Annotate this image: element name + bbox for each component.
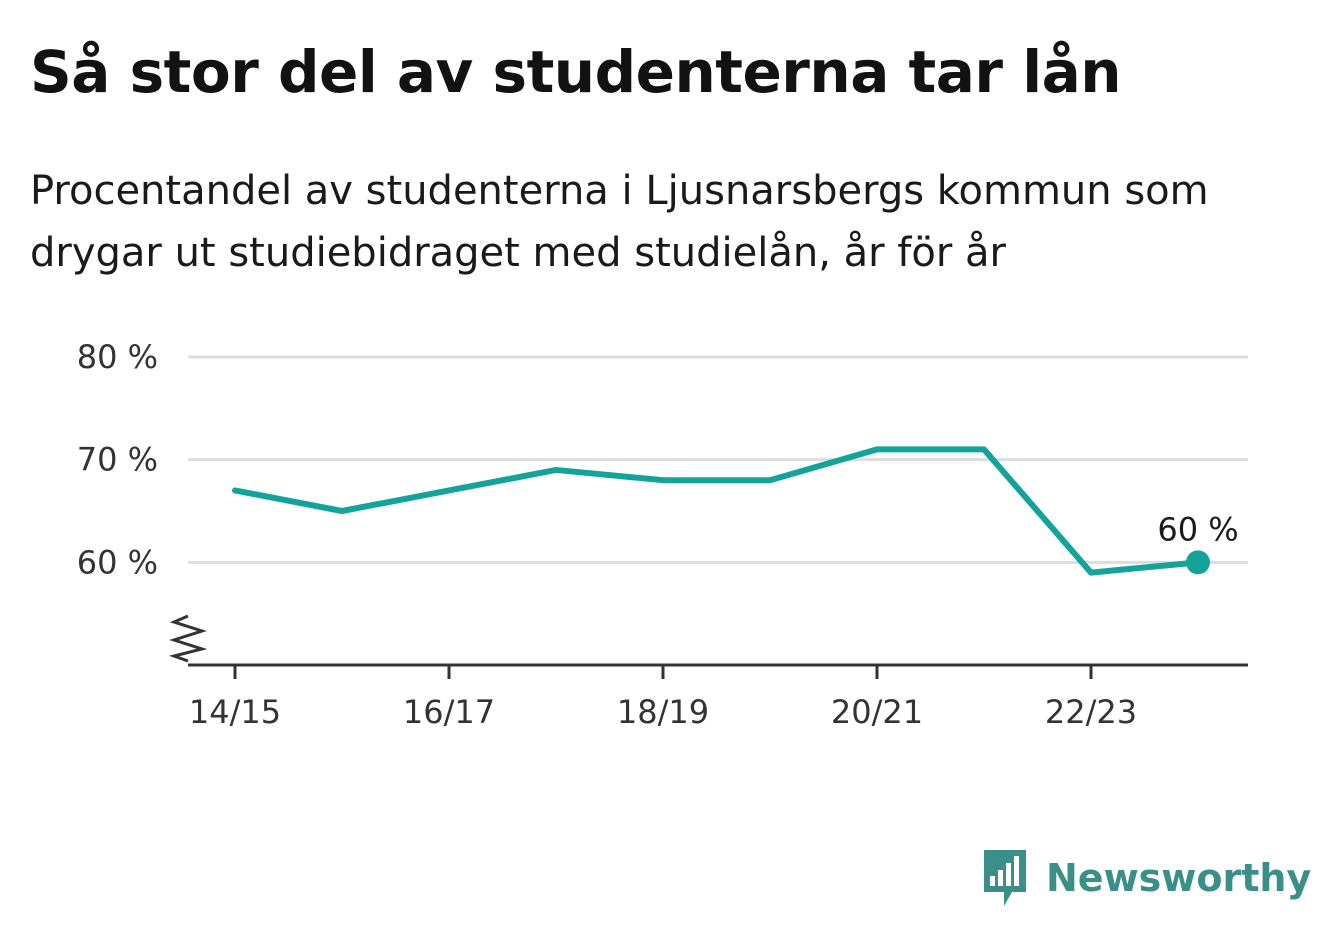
x-axis-tick-labels: 14/15 16/17 18/19 20/21 22/23 [189,693,1137,731]
x-tick-label: 20/21 [831,693,923,731]
series-line [232,446,1201,576]
data-series [232,446,1201,576]
y-tick-label: 60 % [77,543,158,581]
x-tick-label: 16/17 [403,693,495,731]
x-tick-label: 18/19 [617,693,709,731]
end-value-label: 60 % [1157,510,1238,548]
x-tick-label: 22/23 [1045,693,1137,731]
brand-logo: Newsworthy [980,846,1311,910]
newsworthy-logo-icon [984,850,1026,906]
axis-break-marker [168,614,208,663]
y-tick-label: 70 % [77,441,158,479]
y-tick-label: 80 % [77,338,158,376]
annotations: 60 % [1157,510,1239,575]
chart-subtitle: Procentandel av studenterna i Ljusnarsbe… [30,168,1209,276]
x-tick-label: 14/15 [189,693,281,731]
gridlines [188,355,1248,564]
end-point-marker [1186,550,1210,575]
x-axis [168,614,1248,679]
chart-title: Så stor del av studenterna tar lån [30,38,1122,106]
y-axis-tick-labels: 60 % 70 % 80 % [77,338,158,581]
line-chart: 60 % 70 % 80 % 14/15 16/17 18/19 20/21 22/23 6… [77,338,1248,731]
brand-name: Newsworthy [1046,856,1312,900]
